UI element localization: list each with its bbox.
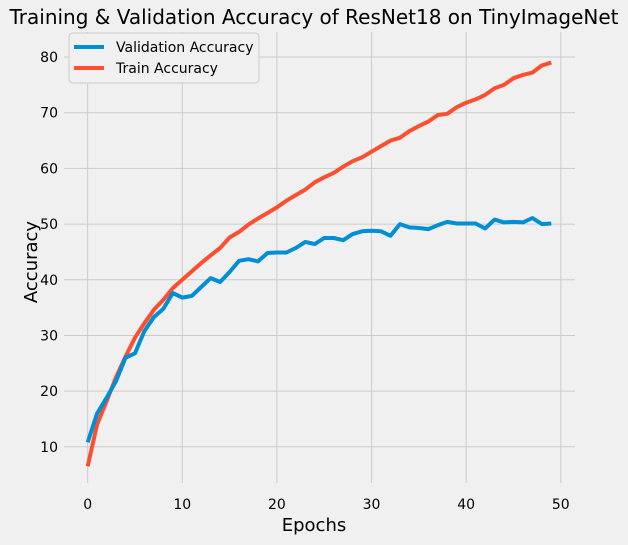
y-tick-label: 10: [40, 440, 58, 456]
y-tick-label: 70: [40, 106, 58, 122]
series-lines: [85, 60, 552, 467]
y-tick-label: 60: [40, 161, 58, 177]
x-tick-label: 50: [552, 497, 570, 513]
y-tick-label: 50: [40, 217, 58, 233]
chart-title: Training & Validation Accuracy of ResNet…: [9, 5, 619, 29]
y-tick-labels: 10 20 30 40 50 60 70 80: [40, 50, 58, 456]
y-tick-label: 80: [40, 50, 58, 66]
y-tick-label: 40: [40, 273, 58, 289]
grid: [64, 32, 575, 483]
y-tick-label: 20: [40, 384, 58, 400]
x-tick-label: 40: [457, 497, 475, 513]
legend-box: [68, 32, 260, 84]
y-tick-label: 30: [40, 328, 58, 344]
legend: Validation Accuracy Train Accuracy: [68, 32, 260, 84]
x-tick-label: 30: [363, 497, 381, 513]
series-line-validation: [85, 216, 552, 444]
x-tick-label: 10: [173, 497, 191, 513]
x-axis-label: Epochs: [282, 515, 347, 536]
y-axis-label: Accuracy: [21, 221, 42, 304]
x-tick-labels: 0 10 20 30 40 50: [83, 497, 570, 513]
series-line-train: [85, 60, 552, 467]
legend-label-train: Train Accuracy: [115, 61, 218, 77]
x-tick-label: 0: [83, 497, 92, 513]
legend-label-validation: Validation Accuracy: [116, 40, 254, 56]
x-tick-label: 20: [268, 497, 286, 513]
